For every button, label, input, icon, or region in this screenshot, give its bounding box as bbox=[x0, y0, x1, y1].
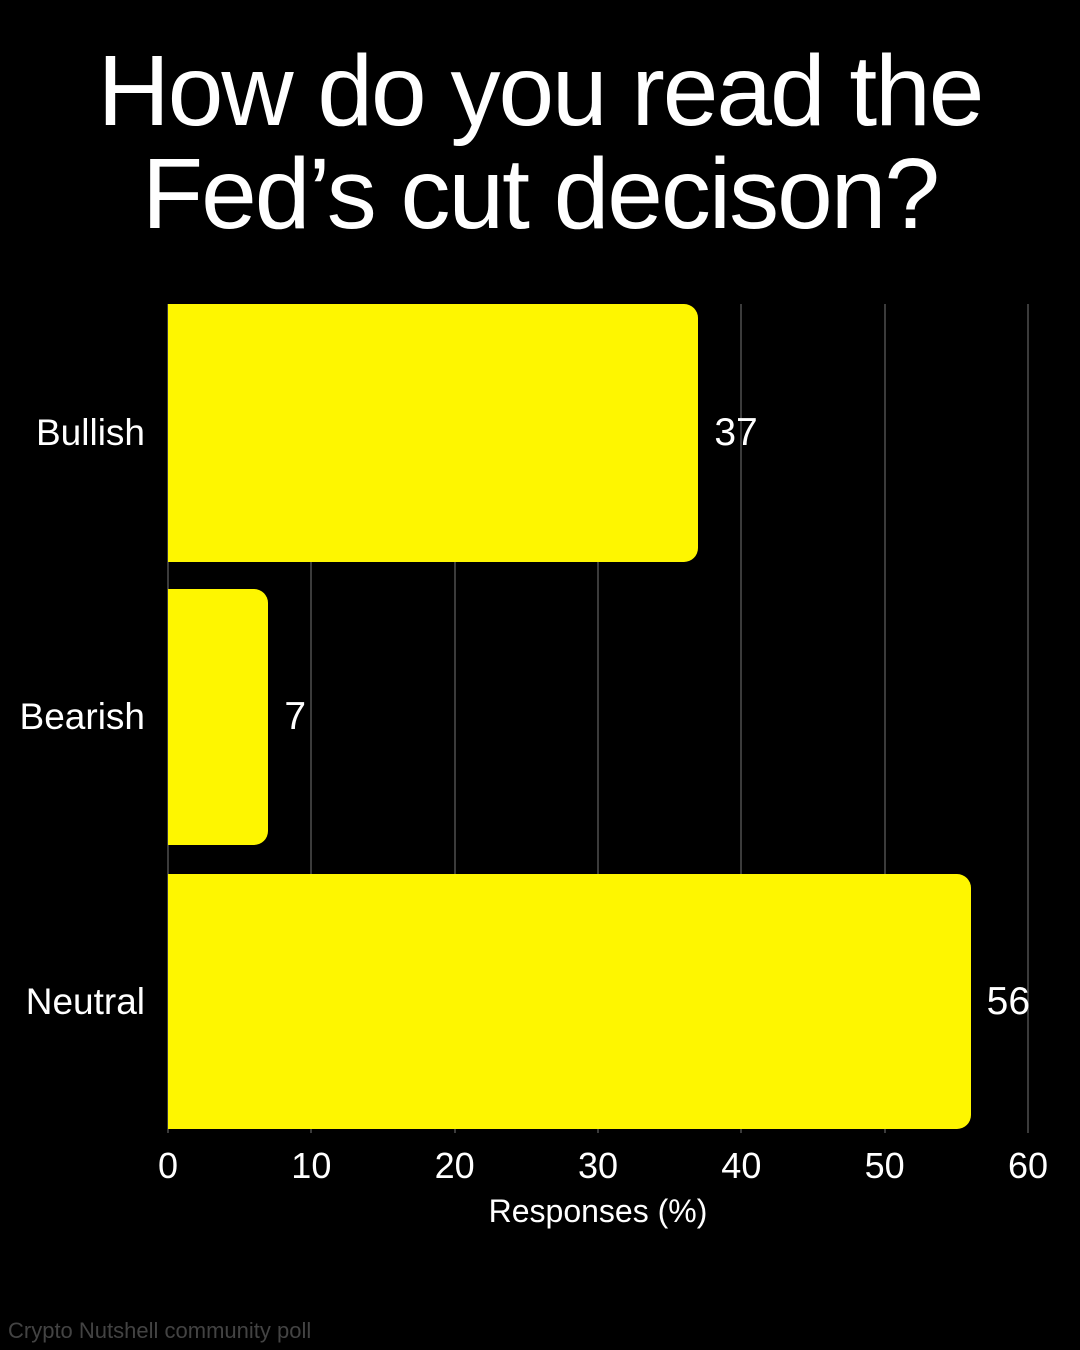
plot-area: Bullish 37 Bearish 7 Neutral 56 0 10 20 30 4… bbox=[20, 304, 1048, 1229]
category-label-bullish: Bullish bbox=[36, 412, 145, 453]
gridline bbox=[597, 304, 599, 1133]
value-label-bullish: 37 bbox=[714, 411, 758, 454]
bar-row-bearish: Bearish 7 bbox=[20, 589, 1028, 845]
x-tick-label: 30 bbox=[577, 1145, 619, 1186]
bar-row-bullish: Bullish 37 bbox=[36, 304, 1028, 562]
chart-title-line-1: How do you read the bbox=[97, 35, 985, 147]
bar-row-neutral: Neutral 56 bbox=[26, 874, 1031, 1129]
gridline bbox=[740, 304, 743, 1133]
x-axis-label: Responses (%) bbox=[488, 1193, 708, 1229]
bar-bearish bbox=[168, 589, 269, 845]
x-tick-label: 60 bbox=[1007, 1145, 1049, 1186]
chart-title: How do you read the Fed’s cut decison? bbox=[0, 40, 1080, 246]
category-label-neutral: Neutral bbox=[25, 980, 145, 1022]
gridline bbox=[453, 304, 456, 1133]
x-tick-label: 40 bbox=[721, 1145, 762, 1186]
category-label-bearish: Bearish bbox=[19, 696, 145, 737]
x-tick-label: 10 bbox=[291, 1145, 332, 1186]
gridline bbox=[310, 304, 313, 1133]
bar-neutral bbox=[168, 874, 971, 1129]
credit-text: Crypto Nutshell community poll bbox=[8, 1318, 312, 1343]
x-tick-label: 20 bbox=[434, 1145, 475, 1186]
gridline bbox=[883, 304, 886, 1133]
bar-bullish bbox=[168, 304, 699, 562]
value-label-neutral: 56 bbox=[986, 979, 1031, 1023]
value-label-bearish: 7 bbox=[284, 695, 307, 738]
gridline bbox=[1027, 304, 1029, 1133]
x-tick-label: 0 bbox=[157, 1145, 179, 1186]
chart-title-line-2: Fed’s cut decison? bbox=[142, 138, 940, 250]
x-tick-label: 50 bbox=[864, 1145, 905, 1186]
x-tick-labels: 0 10 20 30 40 50 60 bbox=[158, 1133, 1048, 1186]
